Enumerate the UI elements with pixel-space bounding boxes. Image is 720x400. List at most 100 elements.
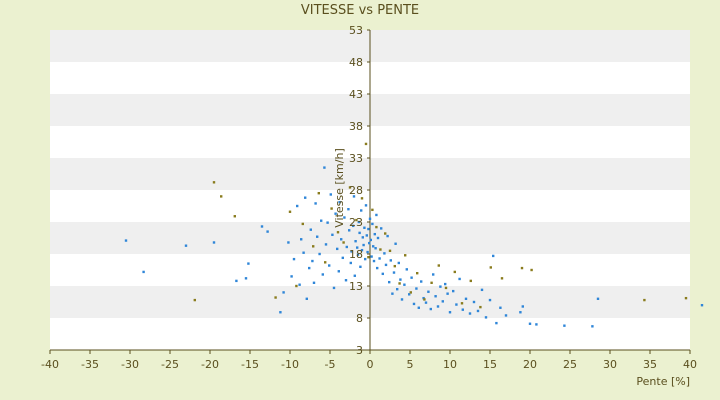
scatter-point <box>379 248 382 251</box>
scatter-point <box>464 297 468 300</box>
scatter-point <box>388 249 392 252</box>
x-tick-label: -10 <box>281 358 299 371</box>
scatter-point <box>356 253 360 256</box>
scatter-point <box>334 212 337 215</box>
scatter-point <box>320 219 323 222</box>
scatter-point <box>367 256 370 259</box>
scatter-point <box>300 238 303 241</box>
scatter-point <box>260 225 264 228</box>
scatter-point <box>235 279 238 283</box>
scatter-point <box>362 243 365 247</box>
y-tick-label: 48 <box>349 56 363 69</box>
x-axis-title: Pente [%] <box>636 375 690 388</box>
scatter-point <box>361 236 364 239</box>
scatter-point <box>430 281 433 284</box>
scatter-point <box>394 242 397 245</box>
scatter-point <box>408 293 411 296</box>
scatter-point <box>700 304 704 307</box>
scatter-point <box>643 298 646 302</box>
y-tick-label: 3 <box>356 344 363 357</box>
scatter-point <box>372 245 375 248</box>
scatter-point <box>290 275 293 278</box>
scatter-point <box>530 268 533 272</box>
scatter-point <box>312 245 315 248</box>
scatter-point <box>452 289 455 293</box>
scatter-point <box>368 241 371 245</box>
scatter-point <box>520 266 524 270</box>
scatter-point <box>436 305 440 308</box>
scatter-point <box>350 250 353 253</box>
scatter-point <box>504 314 508 317</box>
y-tick-label: 53 <box>349 24 363 37</box>
scatter-point <box>369 238 372 242</box>
scatter-point <box>591 325 594 328</box>
scatter-point <box>316 235 319 238</box>
scatter-point <box>318 252 321 256</box>
scatter-point <box>404 254 407 257</box>
y-axis-title: Vitesse [km/h] <box>333 148 346 228</box>
scatter-point <box>372 259 376 263</box>
scatter-point <box>528 322 532 325</box>
scatter-point <box>352 224 355 228</box>
y-tick-label: 43 <box>349 88 363 101</box>
scatter-point <box>193 298 196 302</box>
scatter-point <box>476 309 480 313</box>
x-tick-label: 10 <box>443 358 457 371</box>
scatter-point <box>453 270 456 274</box>
scatter-point <box>371 208 374 212</box>
scatter-point <box>330 207 333 210</box>
x-tick-label: 40 <box>683 358 697 371</box>
scatter-point <box>393 264 396 268</box>
scatter-point <box>359 265 362 268</box>
scatter-point <box>212 181 216 184</box>
scatter-point <box>142 270 145 274</box>
scatter-point <box>354 240 357 243</box>
scatter-point <box>480 288 484 292</box>
scatter-point <box>309 228 312 231</box>
scatter-point <box>441 300 444 303</box>
x-tick-label: -35 <box>81 358 99 371</box>
scatter-point <box>287 241 290 244</box>
y-tick-label: 8 <box>356 312 363 325</box>
scatter-point <box>338 200 341 204</box>
scatter-point <box>422 296 425 300</box>
scatter-point <box>399 278 402 281</box>
x-tick-label: -40 <box>41 358 59 371</box>
scatter-point <box>324 243 328 246</box>
x-tick-label: -5 <box>325 358 336 371</box>
scatter-point <box>375 225 378 229</box>
scatter-point <box>298 283 301 286</box>
scatter-point <box>353 274 356 277</box>
scatter-point <box>336 231 340 234</box>
scatter-point <box>460 302 464 305</box>
scatter-point <box>348 229 351 232</box>
scatter-point <box>360 248 364 252</box>
scatter-point <box>423 298 426 301</box>
scatter-point <box>321 273 324 276</box>
scatter-point <box>488 298 492 302</box>
scatter-point <box>370 255 373 258</box>
x-tick-label: 0 <box>367 358 374 371</box>
scatter-point <box>292 257 296 261</box>
chart-title: VITESSE vs PENTE <box>301 3 419 18</box>
x-tick-label: 20 <box>523 358 537 371</box>
scatter-point <box>342 241 345 244</box>
scatter-point <box>383 252 386 255</box>
scatter-point <box>444 282 447 286</box>
x-tick-label: 30 <box>603 358 617 371</box>
scatter-point <box>212 241 216 244</box>
scatter-point <box>296 204 299 208</box>
scatter-point <box>500 277 504 280</box>
scatter-point <box>380 227 383 230</box>
scatter-point <box>332 286 336 290</box>
scatter-point <box>484 316 488 319</box>
x-tick-label: 35 <box>643 358 657 371</box>
scatter-point <box>420 280 423 283</box>
scatter-point <box>535 323 538 326</box>
x-tick-label: -15 <box>241 358 259 371</box>
scatter-point <box>274 296 277 299</box>
scatter-point <box>349 261 352 265</box>
scatter-point <box>397 261 400 265</box>
scatter-point <box>437 264 440 267</box>
